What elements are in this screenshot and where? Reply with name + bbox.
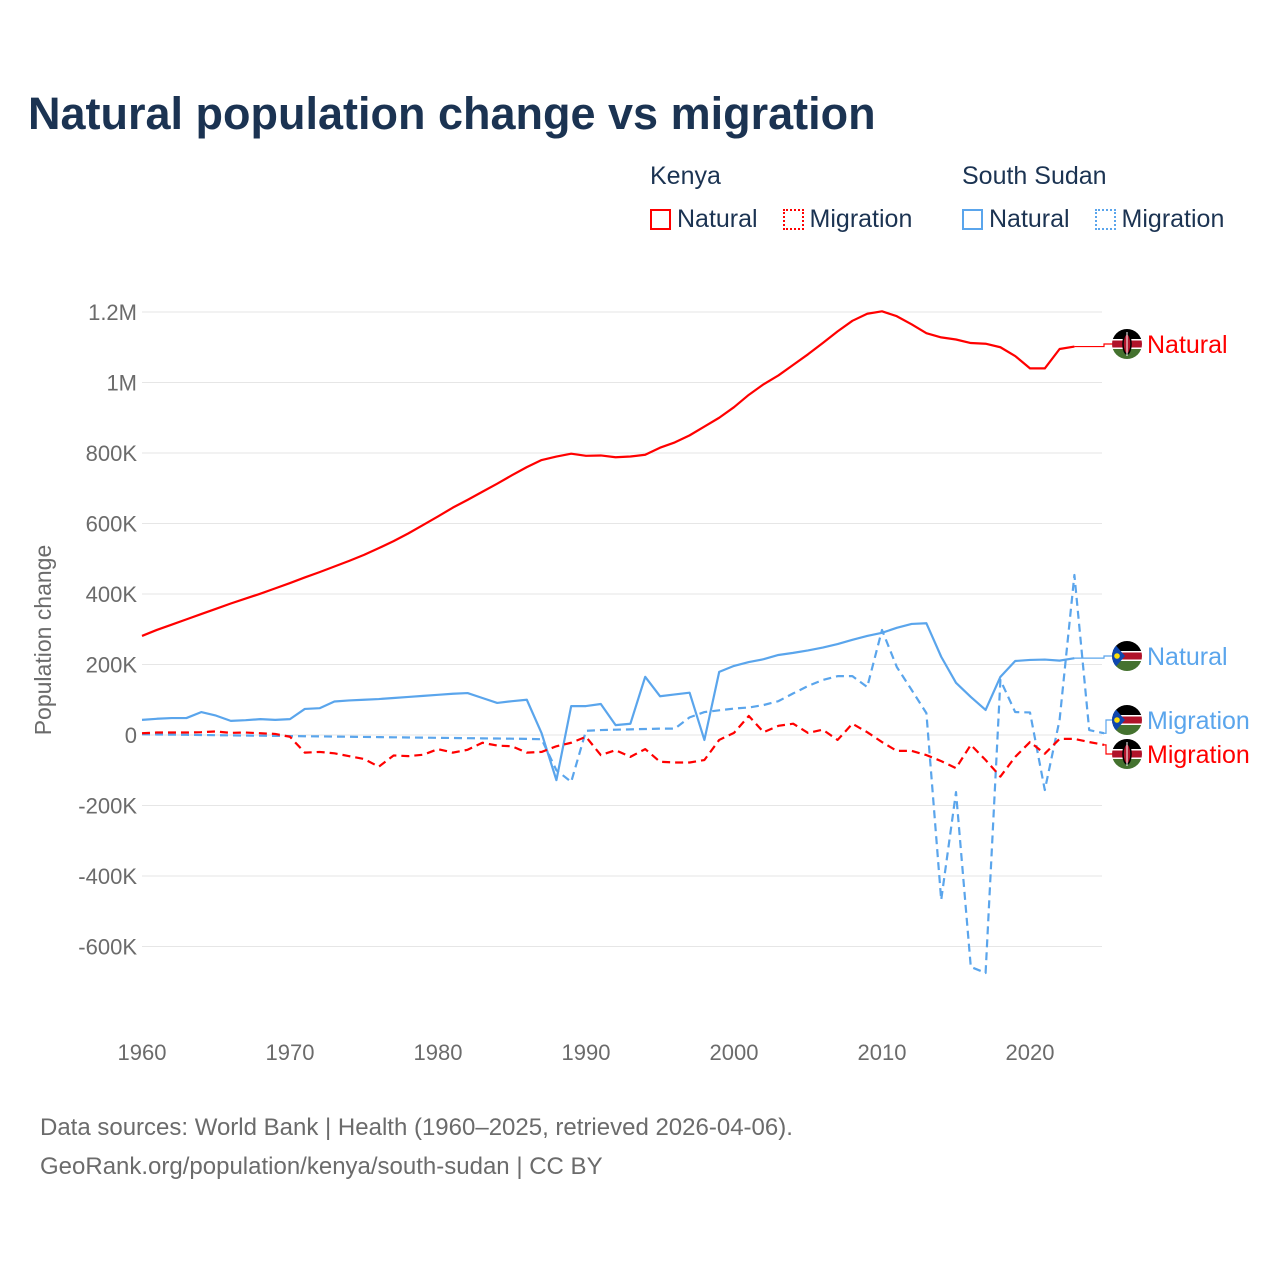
series-lines [141, 310, 1105, 975]
kenya-flag-icon [1112, 329, 1142, 359]
legend-swatch-solid [962, 209, 983, 230]
x-tick-label: 1980 [414, 1040, 463, 1065]
legend-swatch-solid [650, 209, 671, 230]
y-tick-label: 1.2M [88, 300, 137, 325]
y-axis-label: Population change [30, 545, 56, 736]
end-label: Migration [1147, 741, 1250, 769]
label-connector [1074, 655, 1114, 659]
label-connector [1104, 744, 1114, 755]
y-tick-label: 200K [86, 653, 138, 678]
legend-south-sudan: South Sudan Natural Migration [962, 162, 1224, 237]
legend-group-title: South Sudan [962, 162, 1107, 190]
label-connector [1104, 719, 1114, 734]
line-chart: -600K -400K -200K 0 200K 400K 600K 800K 1M 1.2M 1… [30, 300, 1250, 1065]
legend-item-kenya-natural[interactable]: Natural [650, 205, 758, 234]
legend-item-kenya-migration[interactable]: Migration [782, 205, 913, 234]
series-line-south-sudan-migration[interactable] [141, 573, 1105, 975]
legend-item-south-sudan-natural[interactable]: Natural [962, 205, 1070, 234]
legend-label: Natural [989, 205, 1070, 233]
label-connector [1074, 343, 1114, 348]
x-tick-label: 2000 [710, 1040, 759, 1065]
kenya-flag-icon [1112, 739, 1142, 769]
legend-item-south-sudan-migration[interactable]: Migration [1094, 205, 1225, 234]
y-tick-label: 600K [86, 512, 138, 537]
y-tick-label: -400K [78, 864, 137, 889]
south-sudan-flag-icon [1112, 641, 1142, 671]
footer: Data sources: World Bank | Health (1960–… [40, 1108, 793, 1186]
y-tick-label: 0 [125, 723, 137, 748]
legend-group-title: Kenya [650, 162, 721, 190]
legend-swatch-dotted [1094, 209, 1116, 230]
legend-label: Migration [1121, 205, 1225, 233]
legend-kenya: Kenya Natural Migration [650, 162, 930, 237]
gridlines [142, 311, 1102, 947]
x-axis: 1960 1970 1980 1990 2000 2010 2020 [118, 1040, 1055, 1065]
end-labels: Natural Natural Migration Migration [1074, 329, 1250, 769]
south-sudan-flag-icon [1112, 705, 1142, 735]
x-tick-label: 2020 [1006, 1040, 1055, 1065]
series-line-south-sudan-natural[interactable] [141, 622, 1075, 782]
x-tick-label: 1990 [562, 1040, 611, 1065]
x-tick-label: 1960 [118, 1040, 167, 1065]
data-sources: Data sources: World Bank | Health (1960–… [40, 1114, 793, 1141]
end-label: Natural [1147, 643, 1228, 671]
x-tick-label: 2010 [858, 1040, 907, 1065]
y-tick-label: 400K [86, 582, 138, 607]
series-line-kenya-migration[interactable] [141, 714, 1105, 778]
series-line-kenya-natural[interactable] [141, 310, 1075, 637]
y-axis: -600K -400K -200K 0 200K 400K 600K 800K 1M 1.2M [78, 300, 137, 960]
y-tick-label: -200K [78, 794, 137, 819]
end-label: Natural [1147, 331, 1228, 359]
source-link[interactable]: GeoRank.org/population/kenya/south-sudan… [40, 1153, 603, 1180]
end-label: Migration [1147, 707, 1250, 735]
legend-label: Natural [677, 205, 758, 233]
chart-title: Natural population change vs migration [28, 88, 876, 139]
y-tick-label: -600K [78, 935, 137, 960]
y-tick-label: 800K [86, 441, 138, 466]
legend-swatch-dotted [782, 209, 804, 230]
legend-label: Migration [809, 205, 913, 233]
y-tick-label: 1M [106, 371, 137, 396]
x-tick-label: 1970 [266, 1040, 315, 1065]
